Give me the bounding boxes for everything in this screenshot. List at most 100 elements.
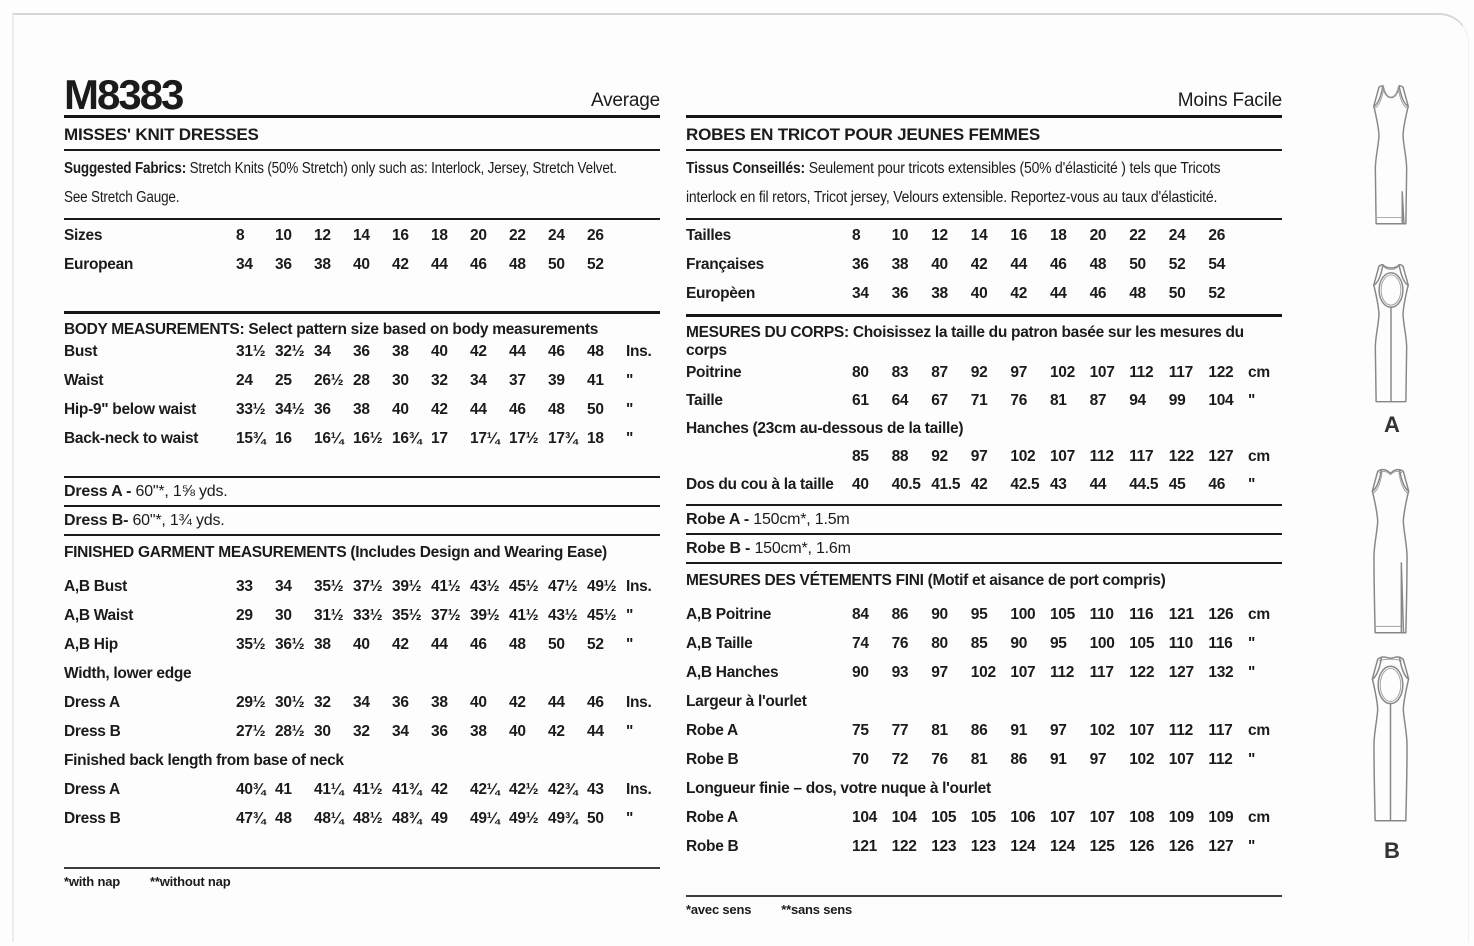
measurement-value: 34 <box>392 723 409 740</box>
measurement-value: 41¼ <box>314 781 344 798</box>
measurement-value: 16 <box>275 430 292 447</box>
measurement-value: 36½ <box>275 636 305 653</box>
measurement-value: 122 <box>891 838 917 855</box>
row-label: Waist <box>64 372 104 389</box>
measurement-value: 122 <box>1208 364 1234 381</box>
measurement-value: 48 <box>275 810 292 827</box>
measurement-value: 81 <box>931 722 948 739</box>
measurement-value: 97 <box>931 664 948 681</box>
measurement-value: 16¾ <box>392 430 422 447</box>
measurement-value: 37½ <box>353 578 383 595</box>
row-label: Dress B <box>64 723 121 740</box>
row-label: Poitrine <box>686 364 742 381</box>
measurement-value: 8 <box>852 227 861 244</box>
measurement-value: 42 <box>392 256 409 273</box>
measurement-value: 110 <box>1168 635 1193 652</box>
suggested-fabrics-note: Suggested Fabrics: Stretch Knits (50% St… <box>64 151 660 220</box>
table-row: A,B Bust 33 34 35½ 37½ 39½ 41½ 43½ 45½ 47½ 49½ In… <box>64 578 660 607</box>
measurement-value: 92 <box>931 448 948 465</box>
row-label: Largeur à l'ourlet <box>686 693 807 710</box>
measurement-value: 17¼ <box>470 430 500 447</box>
row-label: Robe A <box>686 722 738 739</box>
measurement-value: 42 <box>470 343 487 360</box>
measurement-value: 40 <box>509 723 526 740</box>
table-row: Back-neck to waist 15¾ 16 16¼ 16½ 16¾ 17 17¼ 17… <box>64 430 660 459</box>
measurement-value: 17½ <box>509 430 539 447</box>
measurement-value: 40 <box>852 476 869 493</box>
row-label: A,B Poitrine <box>686 606 772 623</box>
measurement-value: 26 <box>1208 227 1226 244</box>
measurement-value: 107 <box>1089 364 1115 381</box>
measurement-value: 127 <box>1208 838 1234 855</box>
measurement-value: 39½ <box>392 578 422 595</box>
header-row: Moins Facile <box>686 70 1282 118</box>
row-label: Back-neck to waist <box>64 430 199 447</box>
measurement-value: 112 <box>1208 751 1233 768</box>
row-label: Robe A <box>686 809 738 826</box>
measurement-value: 32½ <box>275 343 305 360</box>
table-row: Hanches (23cm au-dessous de la taille) <box>686 420 1282 448</box>
measurement-value: 29 <box>236 607 253 624</box>
view-a-label: A <box>1384 412 1400 437</box>
measurement-value: 44 <box>1049 285 1067 302</box>
measurement-value: 44 <box>548 694 565 711</box>
body-measurements-title: BODY MEASUREMENTS: Select pattern size b… <box>64 321 599 338</box>
row-values: 40¾ 41 41¼ 41½ 41¾ 42 42¼ 42½ 42¾ 43 <box>236 781 626 799</box>
row-unit: " <box>626 636 634 653</box>
row-unit: " <box>1248 476 1256 493</box>
measurement-value: 76 <box>1010 392 1028 409</box>
measurement-value: 44 <box>509 343 526 360</box>
table-row: Robe B 121 122 123 123 124 124 125 126 126 127 " <box>686 838 1282 867</box>
measurement-value: 41 <box>587 372 604 389</box>
measurement-value: 30 <box>275 607 292 624</box>
measurement-value: 45½ <box>587 607 617 624</box>
measurement-value: 107 <box>1049 809 1075 826</box>
measurement-value: 81 <box>970 751 988 768</box>
fabrics-text-line1-french: Seulement pour tricots extensibles (50% … <box>808 160 1221 177</box>
fabrics-text-line2: See Stretch Gauge. <box>64 189 180 206</box>
measurement-value: 33 <box>236 578 253 595</box>
row-unit: Ins. <box>626 343 652 360</box>
measurement-value: 48½ <box>353 810 383 827</box>
size-table: Sizes 8 10 12 14 16 18 20 22 24 26 European 34 36 3… <box>64 220 660 285</box>
measurement-value: 27½ <box>236 723 266 740</box>
measurement-value: 12 <box>314 227 331 244</box>
measurement-value: 33½ <box>353 607 383 624</box>
size-table-french: Tailles 8 10 12 14 16 18 20 22 24 26 Françaises 3… <box>686 220 1282 314</box>
measurement-value: 50 <box>548 256 565 273</box>
measurement-value: 31½ <box>314 607 344 624</box>
measurement-value: 123 <box>931 838 957 855</box>
measurement-value: 44 <box>431 636 448 653</box>
row-unit: " <box>626 607 634 624</box>
measurement-value: 91 <box>1010 722 1028 739</box>
measurement-value: 116 <box>1129 606 1154 623</box>
measurement-value: 46 <box>1208 476 1226 493</box>
measurement-value: 121 <box>1168 606 1194 623</box>
measurement-value: 80 <box>931 635 948 652</box>
measurement-value: 20 <box>1089 227 1107 244</box>
fabrics-label-french: Tissus Conseillés: <box>686 160 806 177</box>
measurement-value: 40 <box>353 256 370 273</box>
measurement-value: 122 <box>1168 448 1194 465</box>
measurement-value: 102 <box>1010 448 1036 465</box>
measurement-value: 92 <box>970 364 988 381</box>
row-values: 29½ 30½ 32 34 36 38 40 42 44 46 <box>236 694 626 712</box>
measurement-value: 25 <box>275 372 292 389</box>
measurement-value: 26 <box>587 227 604 244</box>
row-unit: cm <box>1248 809 1270 826</box>
row-values: 90 93 97 102 107 112 117 122 127 132 <box>852 664 1248 682</box>
measurement-value: 36 <box>353 343 370 360</box>
measurement-value: 32 <box>431 372 448 389</box>
row-label: Françaises <box>686 256 764 273</box>
measurement-value: 41½ <box>353 781 383 798</box>
measurement-value: 124 <box>1010 838 1036 855</box>
footnote-with-nap: *with nap <box>64 874 120 889</box>
measurement-value: 37 <box>509 372 526 389</box>
row-label: A,B Taille <box>686 635 753 652</box>
row-label: Sizes <box>64 227 103 244</box>
yardage-view-label: Dress A - <box>64 483 132 500</box>
row-values: 27½ 28½ 30 32 34 36 38 40 42 44 <box>236 723 626 741</box>
measurement-value: 76 <box>931 751 948 768</box>
table-row: A,B Taille 74 76 80 85 90 95 100 105 110 116 " <box>686 635 1282 664</box>
measurement-value: 38 <box>931 285 948 302</box>
